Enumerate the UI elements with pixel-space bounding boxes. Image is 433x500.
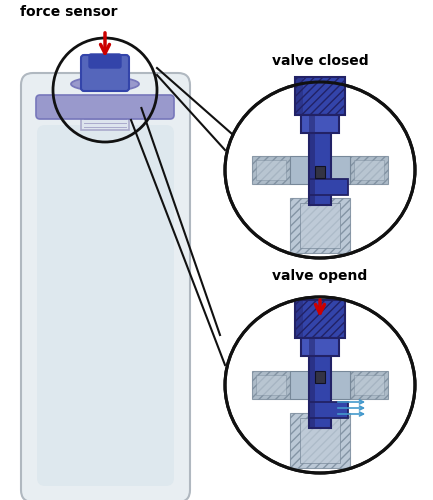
Bar xyxy=(300,418,340,463)
Ellipse shape xyxy=(225,82,415,258)
Bar xyxy=(252,371,290,399)
Bar xyxy=(300,203,340,248)
Bar xyxy=(315,371,325,383)
Bar xyxy=(309,179,348,195)
Bar xyxy=(295,300,303,338)
Bar xyxy=(309,338,331,428)
Bar xyxy=(290,413,350,468)
FancyBboxPatch shape xyxy=(21,73,190,500)
Bar xyxy=(354,375,384,395)
Bar xyxy=(256,160,286,180)
Bar xyxy=(350,156,388,184)
Bar xyxy=(309,402,348,418)
Text: valve opend: valve opend xyxy=(272,269,368,283)
Bar xyxy=(309,115,331,205)
FancyBboxPatch shape xyxy=(81,55,129,91)
Bar xyxy=(252,156,290,184)
Bar xyxy=(290,371,350,399)
Ellipse shape xyxy=(225,297,415,473)
Bar xyxy=(309,338,315,428)
Bar xyxy=(295,300,345,338)
Text: force sensor: force sensor xyxy=(20,5,117,19)
Bar xyxy=(295,77,303,115)
FancyBboxPatch shape xyxy=(36,95,174,119)
Bar xyxy=(301,115,339,133)
Bar xyxy=(290,156,350,184)
FancyBboxPatch shape xyxy=(37,125,174,486)
Bar xyxy=(350,371,388,399)
Bar xyxy=(354,160,384,180)
Bar xyxy=(315,166,325,178)
Text: valve closed: valve closed xyxy=(271,54,368,68)
Bar xyxy=(81,112,129,130)
Bar xyxy=(301,338,339,356)
Bar xyxy=(309,115,315,205)
Bar xyxy=(290,198,350,253)
FancyBboxPatch shape xyxy=(89,54,121,68)
Bar xyxy=(295,77,345,115)
Bar xyxy=(256,375,286,395)
Ellipse shape xyxy=(71,77,139,91)
